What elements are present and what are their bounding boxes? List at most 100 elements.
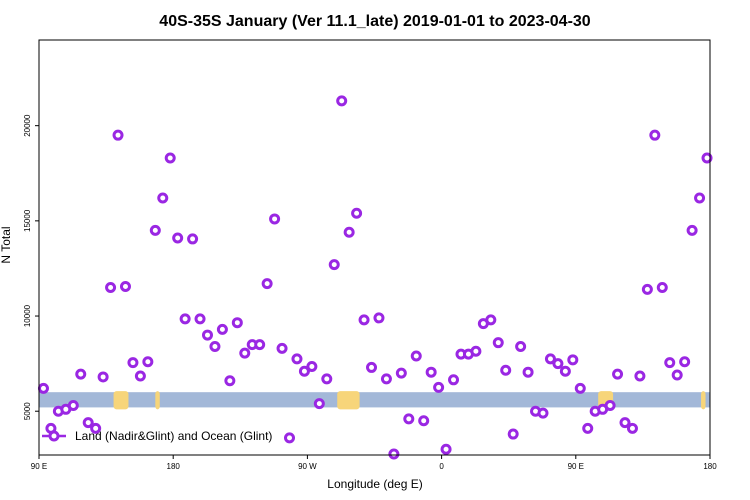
data-point (664, 357, 676, 369)
data-point (515, 340, 527, 352)
data-point (634, 370, 646, 382)
data-point (395, 367, 407, 379)
land-mark (155, 391, 160, 410)
data-point (261, 278, 273, 290)
data-point (112, 129, 124, 141)
data-point (187, 233, 199, 245)
data-point (157, 192, 169, 204)
data-point (201, 329, 213, 341)
data-point (582, 422, 594, 434)
y-tick-label: 5000 (23, 402, 32, 420)
data-point (67, 400, 79, 412)
data-point (448, 374, 460, 386)
data-point (119, 281, 131, 293)
data-point (149, 224, 161, 236)
data-point (701, 152, 713, 164)
data-point (403, 413, 415, 425)
data-point (537, 407, 549, 419)
data-point (522, 366, 534, 378)
data-point (440, 443, 452, 455)
y-tick-label: 20000 (23, 114, 32, 137)
data-point (216, 323, 228, 335)
data-point (470, 345, 482, 357)
data-point (500, 364, 512, 376)
data-point (552, 358, 564, 370)
data-point (694, 192, 706, 204)
data-point (626, 422, 638, 434)
data-point (656, 281, 668, 293)
data-point (612, 368, 624, 380)
data-point (75, 368, 87, 380)
legend-marker-icon (48, 430, 60, 442)
data-point (298, 365, 310, 377)
data-point (82, 417, 94, 429)
data-point (604, 400, 616, 412)
data-point (105, 281, 117, 293)
data-point (641, 283, 653, 295)
y-tick-label: 15000 (23, 209, 32, 232)
data-point (328, 259, 340, 271)
data-point (373, 312, 385, 324)
data-point (649, 129, 661, 141)
data-point (418, 415, 430, 427)
data-point (179, 313, 191, 325)
y-tick-label: 10000 (23, 304, 32, 327)
data-point (254, 339, 266, 351)
data-point (574, 382, 586, 394)
data-point (224, 375, 236, 387)
data-point (291, 353, 303, 365)
data-point (134, 370, 146, 382)
data-point (544, 353, 556, 365)
data-point (671, 369, 683, 381)
data-point (686, 224, 698, 236)
data-point (410, 350, 422, 362)
x-axis-label: Longitude (deg E) (327, 477, 422, 491)
plot-area (37, 95, 713, 460)
plot-frame (38, 39, 711, 456)
ocean-band (39, 392, 710, 408)
data-point (366, 361, 378, 373)
data-point (358, 314, 370, 326)
data-point (172, 232, 184, 244)
data-point (321, 373, 333, 385)
x-tick-label: 180 (703, 462, 717, 471)
data-point (433, 381, 445, 393)
data-point (231, 317, 243, 329)
land-mark (337, 391, 360, 410)
data-point (37, 382, 49, 394)
data-point (567, 354, 579, 366)
data-point (209, 340, 221, 352)
data-point (559, 365, 571, 377)
data-point (276, 342, 288, 354)
data-point (388, 448, 400, 460)
data-point (142, 356, 154, 368)
data-point (269, 213, 281, 225)
legend: Land (Nadir&Glint) and Ocean (Glint) (42, 429, 272, 443)
data-point (679, 356, 691, 368)
data-point (507, 428, 519, 440)
x-tick-label: 0 (439, 462, 444, 471)
land-mark (113, 391, 129, 410)
data-point (313, 398, 325, 410)
data-point (194, 313, 206, 325)
data-point (97, 371, 109, 383)
data-point (619, 417, 631, 429)
x-tick-label: 90 W (298, 462, 317, 471)
x-tick-label: 180 (167, 462, 181, 471)
data-point (351, 207, 363, 219)
data-point (343, 226, 355, 238)
x-tick-label: 90 E (31, 462, 47, 471)
legend-label: Land (Nadir&Glint) and Ocean (Glint) (75, 429, 272, 443)
data-point (306, 360, 318, 372)
data-point (284, 432, 296, 444)
data-point (492, 337, 504, 349)
axes: 90 E 180 90 W 0 90 E 180 5000 10000 15000 20000 (23, 39, 717, 471)
land-mark (701, 391, 706, 410)
data-point (336, 95, 348, 107)
data-point (239, 347, 251, 359)
y-axis-label: N Total (0, 226, 13, 263)
chart-title: 40S-35S January (Ver 11.1_late) 2019-01-… (159, 13, 590, 30)
data-point (127, 357, 139, 369)
x-tick-label: 90 E (568, 462, 584, 471)
